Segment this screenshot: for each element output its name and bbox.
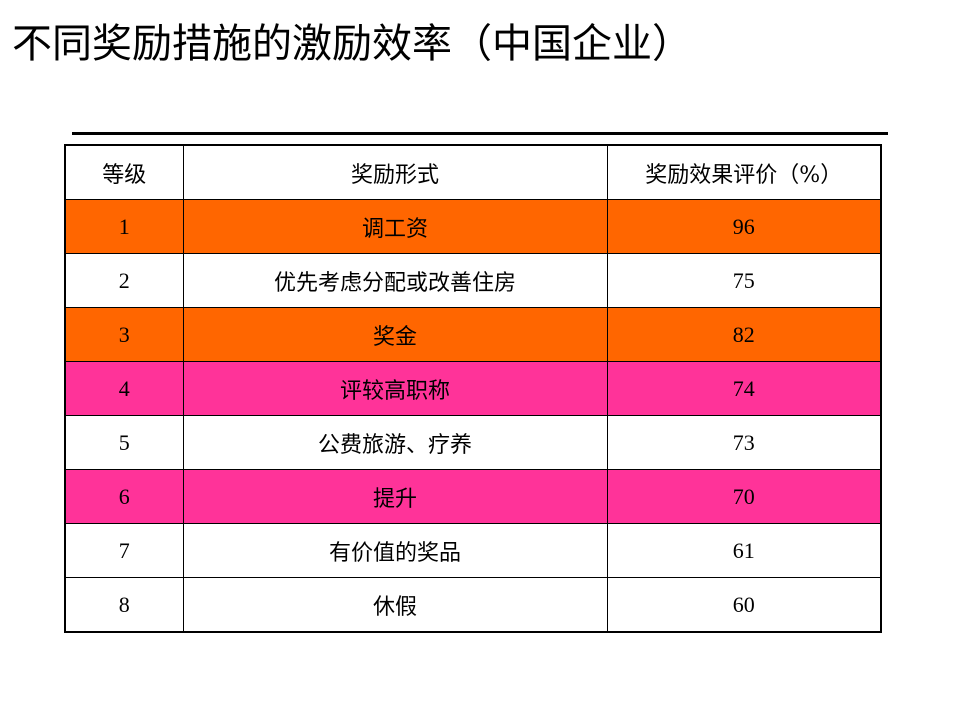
reward-form-cell: 奖金 [182,307,608,362]
score-cell: 70 [606,469,882,524]
table-row: 1 调工资 96 [64,199,882,254]
score-cell: 73 [606,415,882,470]
rank-cell: 6 [64,469,184,524]
table-row: 3 奖金 82 [64,307,882,362]
table-row: 5 公费旅游、疗养 73 [64,415,882,470]
table-row: 8 休假 60 [64,577,882,633]
score-cell: 75 [606,253,882,308]
title-divider [72,132,888,135]
header-effect-score: 奖励效果评价（%） [606,144,882,200]
rank-cell: 3 [64,307,184,362]
rank-cell: 2 [64,253,184,308]
table-row: 6 提升 70 [64,469,882,524]
reward-form-cell: 调工资 [182,199,608,254]
score-cell: 61 [606,523,882,578]
table-row: 7 有价值的奖品 61 [64,523,882,578]
reward-form-cell: 休假 [182,577,608,633]
reward-form-cell: 评较高职称 [182,361,608,416]
header-rank: 等级 [64,144,184,200]
reward-form-cell: 有价值的奖品 [182,523,608,578]
rank-cell: 4 [64,361,184,416]
table-header-row: 等级 奖励形式 奖励效果评价（%） [64,144,882,200]
score-cell: 74 [606,361,882,416]
score-cell: 60 [606,577,882,633]
rank-cell: 8 [64,577,184,633]
reward-form-cell: 优先考虑分配或改善住房 [182,253,608,308]
incentive-table: 等级 奖励形式 奖励效果评价（%） 1 调工资 96 2 优先考虑分配或改善住房… [64,144,882,633]
page-title: 不同奖励措施的激励效率（中国企业） [12,21,692,67]
rank-cell: 7 [64,523,184,578]
table-row: 2 优先考虑分配或改善住房 75 [64,253,882,308]
reward-form-cell: 公费旅游、疗养 [182,415,608,470]
header-reward-form: 奖励形式 [182,144,608,200]
table-row: 4 评较高职称 74 [64,361,882,416]
reward-form-cell: 提升 [182,469,608,524]
score-cell: 82 [606,307,882,362]
rank-cell: 5 [64,415,184,470]
rank-cell: 1 [64,199,184,254]
score-cell: 96 [606,199,882,254]
